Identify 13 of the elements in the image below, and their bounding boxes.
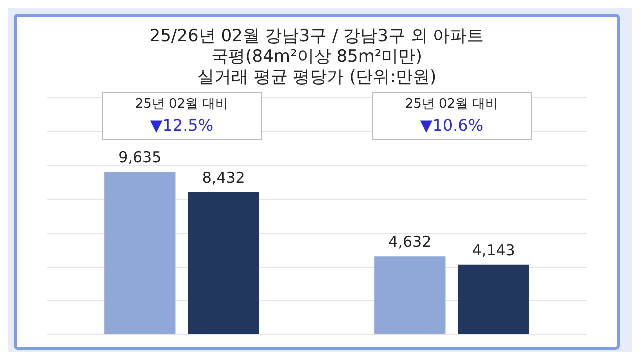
data-label: 4,143	[472, 241, 516, 260]
bar	[374, 256, 446, 334]
text: 실거래 평균 평당가 (단위:만원)	[197, 67, 437, 88]
data-label: 9,635	[118, 148, 162, 166]
data-label: 8,432	[202, 168, 246, 187]
annotation: 25년 02월 대비 ▼10.6%	[404, 96, 500, 136]
bar	[458, 264, 530, 334]
bar	[188, 192, 260, 334]
data-label: 4,632	[388, 233, 432, 252]
bar	[104, 172, 176, 334]
annotation: 25년 02월 대비 ▼12.5%	[134, 96, 230, 136]
text: 국평(84m²이상 85m²미만)	[212, 47, 422, 68]
text: 25/26년 02월 강남3구 / 강남3구 외 아파트	[150, 26, 484, 47]
